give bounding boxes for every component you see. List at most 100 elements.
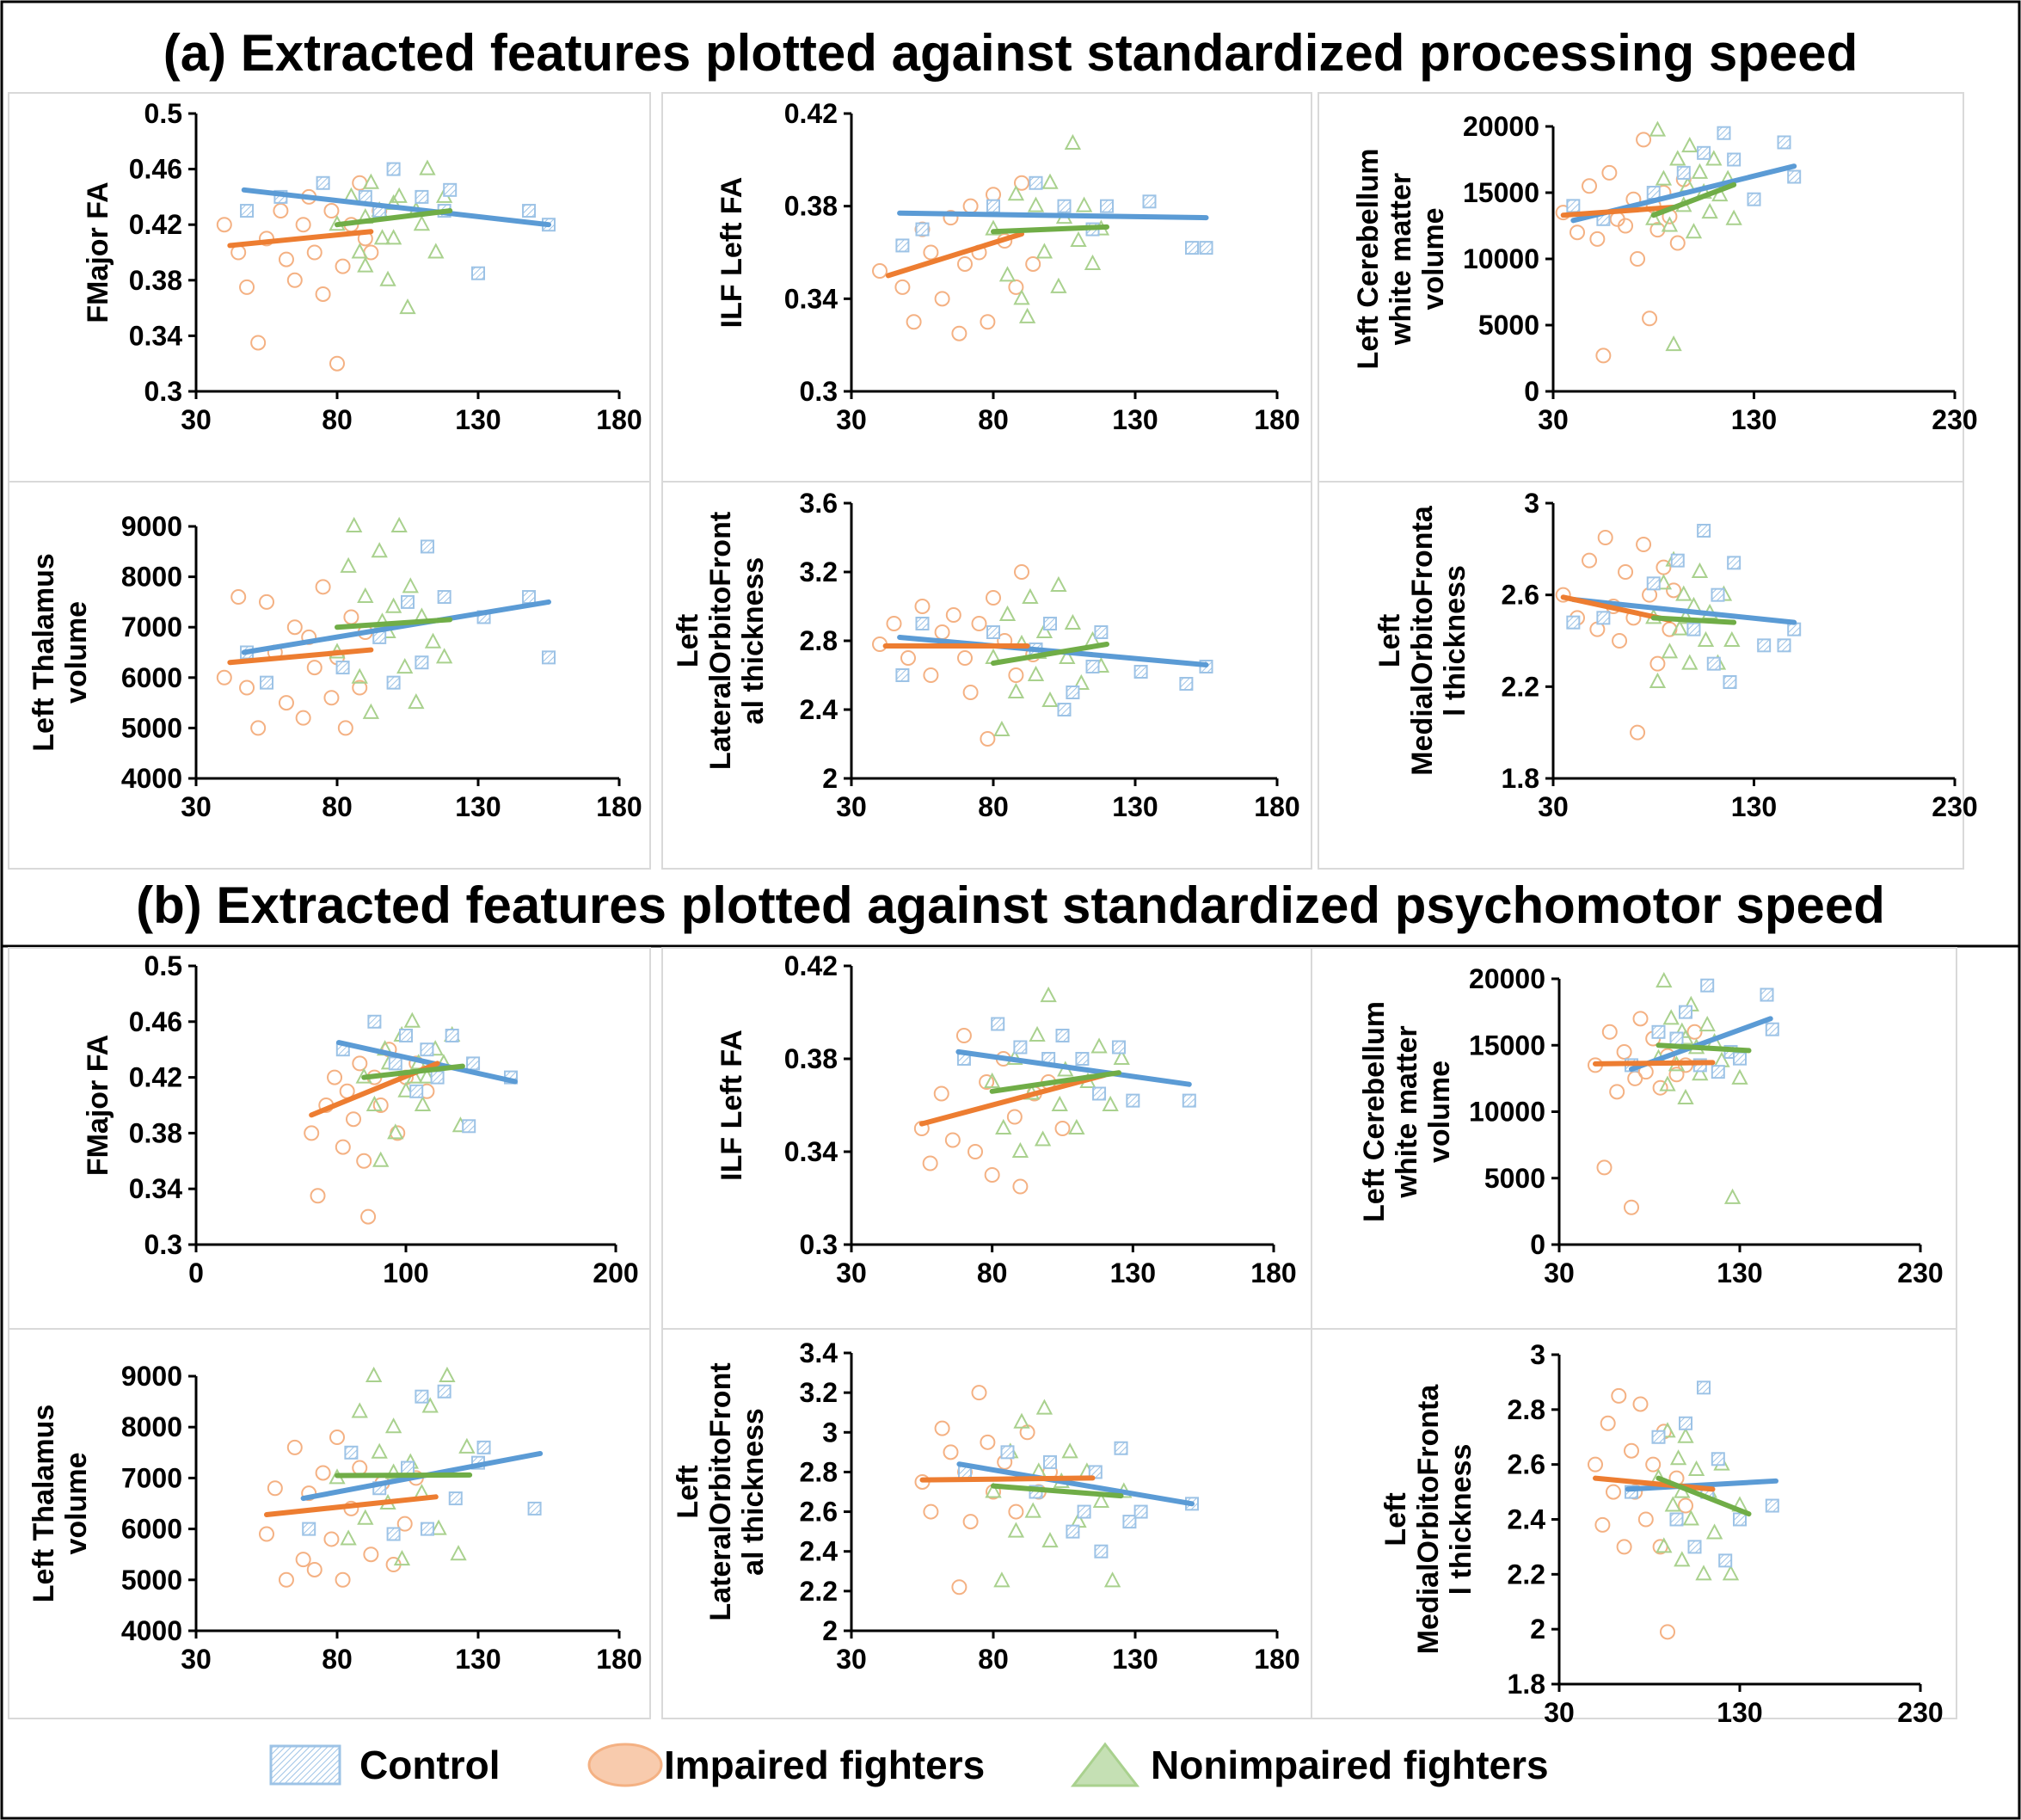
point-nonimpaired [1692, 1065, 1709, 1081]
point-control [1697, 524, 1711, 538]
point-nonimpaired [1035, 243, 1054, 259]
point-control [1075, 1052, 1090, 1066]
y-axis-label-line: LateralOrbitoFront [704, 1362, 737, 1620]
point-nonimpaired [1682, 1509, 1699, 1526]
point-control [335, 661, 350, 675]
point-impaired [356, 1153, 372, 1169]
y-axis-label-line: al thickness [737, 1408, 770, 1576]
y-tick-label: 3.2 [800, 556, 838, 587]
point-impaired [1612, 633, 1628, 649]
point-nonimpaired [1677, 608, 1694, 624]
point-nonimpaired [1041, 1532, 1059, 1548]
point-impaired [360, 1208, 377, 1225]
y-tick-label: 2.2 [1502, 671, 1539, 702]
point-impaired [1649, 222, 1666, 238]
point-nonimpaired [1064, 613, 1082, 630]
point-impaired [372, 1098, 389, 1113]
y-tick-label: 3 [1530, 1339, 1545, 1370]
y-tick-label: 3.2 [800, 1377, 838, 1408]
point-nonimpaired [1675, 585, 1692, 601]
panel-b5: 2 2.2 2.4 2.6 2.8 3 3.2 3.4 30 80 130 180 Left Latera… [661, 1328, 1312, 1719]
point-control [1057, 199, 1072, 213]
y-tick-label: 0.46 [129, 154, 182, 185]
point-nonimpaired [1027, 196, 1045, 212]
y-tick-label: 8000 [121, 562, 182, 593]
point-nonimpaired [1656, 971, 1673, 988]
trendline-nonimpaired [335, 208, 453, 228]
point-nonimpaired [993, 720, 1010, 736]
series-impaired [872, 175, 1041, 341]
panel-frame [8, 1328, 651, 1719]
point-control [1066, 1524, 1080, 1539]
point-nonimpaired [1064, 133, 1082, 150]
point-nonimpaired [1024, 1502, 1041, 1518]
y-tick-label: 15000 [1469, 1030, 1545, 1061]
point-impaired [886, 616, 902, 631]
point-impaired [923, 1503, 939, 1520]
point-nonimpaired [1068, 1118, 1085, 1134]
point-control [895, 668, 910, 682]
y-axis-label-line: volume [1417, 207, 1450, 310]
trendline-control [897, 210, 1209, 221]
panel-frame [1311, 1328, 1957, 1719]
series-nonimpaired [1649, 971, 1748, 1204]
x-tick-label: 80 [322, 404, 353, 435]
x-tick-label: 130 [455, 404, 501, 435]
point-control [1085, 660, 1100, 673]
point-impaired [1600, 1415, 1616, 1431]
point-control [1717, 126, 1731, 140]
point-control [1199, 241, 1213, 255]
panel-b2: 0.3 0.34 0.38 0.42 30 80 130 180 ILF Left FA [661, 947, 1312, 1330]
point-control [1711, 1452, 1725, 1466]
y-axis-label-line: MedialOrbitoFronta [1406, 505, 1439, 776]
point-control [522, 590, 537, 605]
x-tick-label: 80 [978, 404, 1009, 435]
point-nonimpaired [1092, 1491, 1110, 1509]
point-impaired [1624, 1442, 1639, 1459]
point-nonimpaired [413, 215, 431, 231]
point-control [1787, 622, 1802, 636]
point-impaired [329, 1430, 345, 1446]
trendline-control [1625, 1478, 1778, 1492]
point-nonimpaired [402, 577, 419, 593]
point-impaired [327, 1069, 343, 1085]
point-impaired [1686, 1024, 1703, 1040]
point-nonimpaired [993, 1571, 1010, 1588]
point-nonimpaired [1677, 1427, 1694, 1443]
point-nonimpaired [985, 219, 1002, 236]
point-nonimpaired [427, 243, 445, 259]
point-nonimpaired [1671, 619, 1688, 636]
trendline-control [1570, 597, 1797, 625]
point-control [1760, 987, 1774, 1002]
legend-nonimpaired-marker [1070, 1742, 1140, 1787]
point-impaired [1008, 1503, 1024, 1520]
y-axis-label-line: l thickness [1439, 565, 1471, 716]
point-control [1676, 165, 1691, 180]
point-impaired [979, 1074, 995, 1090]
point-control [415, 655, 429, 670]
x-tick-label: 30 [1544, 1257, 1575, 1288]
point-impaired [352, 1055, 368, 1072]
point-impaired [1008, 279, 1024, 295]
x-tick-label: 30 [181, 404, 212, 435]
panel-a2: 0.3 0.34 0.38 0.42 30 80 130 180 ILF Left FA [661, 92, 1312, 483]
series-impaired [914, 1385, 1058, 1596]
trendline-nonimpaired [991, 224, 1109, 235]
point-nonimpaired [1034, 1130, 1052, 1147]
x-tick-label: 30 [181, 791, 212, 822]
legend-impaired-marker [587, 1743, 663, 1787]
point-control [1142, 194, 1157, 209]
point-impaired [1611, 1387, 1627, 1404]
point-impaired [301, 1485, 317, 1502]
point-nonimpaired [1035, 622, 1054, 638]
point-nonimpaired [419, 159, 436, 175]
y-axis-label-line: Left [672, 614, 704, 667]
point-control [1100, 199, 1114, 213]
point-control [1765, 1498, 1779, 1513]
point-impaired [363, 1546, 379, 1563]
panel-frame [661, 481, 1312, 870]
point-nonimpaired [421, 1397, 439, 1413]
point-impaired [872, 263, 888, 280]
point-control [1651, 1024, 1666, 1039]
